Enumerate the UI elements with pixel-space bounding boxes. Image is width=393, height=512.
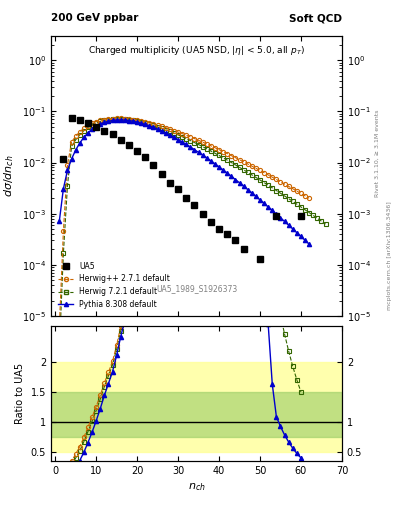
Pythia 8.308 default [307,241,312,247]
UA5 [135,147,140,154]
UA5 [241,246,246,252]
Herwig++ 2.7.1 default [184,132,189,138]
Herwig++ 2.7.1 default [77,129,82,135]
UA5 [110,131,115,137]
UA5 [208,219,213,225]
UA5 [77,117,82,123]
Herwig 7.2.1 default [270,185,275,191]
UA5 [94,124,99,130]
X-axis label: $n_{ch}$: $n_{ch}$ [187,481,206,493]
UA5 [69,115,74,121]
Herwig 7.2.1 default [77,132,82,138]
Legend: UA5, Herwig++ 2.7.1 default, Herwig 7.2.1 default, Pythia 8.308 default: UA5, Herwig++ 2.7.1 default, Herwig 7.2.… [55,259,173,312]
Herwig++ 2.7.1 default [57,325,62,331]
UA5 [151,162,156,168]
UA5 [86,120,90,126]
Y-axis label: Ratio to UA5: Ratio to UA5 [15,363,25,424]
UA5 [299,213,303,219]
Herwig 7.2.1 default [307,209,312,216]
Bar [51,392,342,437]
Pythia 8.308 default [106,118,111,124]
Line: Pythia 8.308 default: Pythia 8.308 default [57,118,311,246]
Line: UA5: UA5 [61,116,304,262]
UA5 [61,156,66,162]
Herwig++ 2.7.1 default [213,144,217,151]
Herwig++ 2.7.1 default [278,179,283,185]
UA5 [192,202,197,208]
Text: Rivet 3.1.10, ≥ 3.1M events: Rivet 3.1.10, ≥ 3.1M events [375,110,380,197]
Text: Charged multiplicity (UA5 NSD, $|\eta|$ < 5.0, all $p_T$): Charged multiplicity (UA5 NSD, $|\eta|$ … [88,44,305,57]
Herwig 7.2.1 default [176,132,180,138]
UA5 [167,180,172,186]
Pythia 8.308 default [77,140,82,146]
Pythia 8.308 default [57,218,62,224]
Herwig++ 2.7.1 default [127,116,131,122]
Herwig 7.2.1 default [127,117,131,123]
Herwig++ 2.7.1 default [106,116,111,122]
Bar [51,362,342,452]
Pythia 8.308 default [118,117,123,123]
Y-axis label: $d\sigma/dn_{ch}$: $d\sigma/dn_{ch}$ [3,155,17,197]
UA5 [176,186,180,193]
Herwig 7.2.1 default [57,349,62,355]
Line: Herwig 7.2.1 default: Herwig 7.2.1 default [57,117,328,354]
UA5 [127,142,131,148]
Pythia 8.308 default [184,141,189,147]
UA5 [258,256,263,262]
Line: Herwig++ 2.7.1 default: Herwig++ 2.7.1 default [57,116,311,330]
Pythia 8.308 default [127,117,131,123]
Herwig 7.2.1 default [143,120,148,126]
Text: Soft QCD: Soft QCD [289,13,342,23]
Text: mcplots.cern.ch [arXiv:1306.3436]: mcplots.cern.ch [arXiv:1306.3436] [387,202,391,310]
UA5 [225,231,230,237]
UA5 [217,226,221,232]
Herwig++ 2.7.1 default [307,195,312,201]
Text: 200 GeV ppbar: 200 GeV ppbar [51,13,138,23]
Pythia 8.308 default [278,215,283,221]
Pythia 8.308 default [213,161,217,167]
Text: UA5_1989_S1926373: UA5_1989_S1926373 [156,285,237,293]
UA5 [118,137,123,143]
UA5 [274,213,279,219]
UA5 [233,238,238,244]
UA5 [184,195,189,201]
UA5 [143,154,148,160]
UA5 [102,127,107,134]
UA5 [200,210,205,217]
Herwig++ 2.7.1 default [114,115,119,121]
Herwig 7.2.1 default [114,116,119,122]
UA5 [159,171,164,177]
Herwig 7.2.1 default [323,221,328,227]
